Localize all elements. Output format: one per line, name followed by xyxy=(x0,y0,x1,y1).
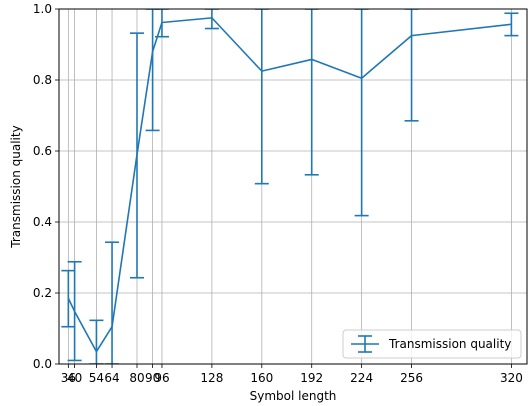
y-tick-label: 1.0 xyxy=(33,2,52,16)
legend: Transmission quality xyxy=(342,329,522,359)
error-bar xyxy=(504,12,519,37)
legend-errorbar-symbol xyxy=(351,335,379,353)
x-tick-label: 80 xyxy=(129,371,144,385)
x-tick-label: 192 xyxy=(300,371,323,385)
y-tick-label: 0.2 xyxy=(33,286,52,300)
error-bar xyxy=(61,269,76,328)
error-bar xyxy=(204,9,219,30)
error-bar xyxy=(254,9,269,185)
x-tick-label: 54 xyxy=(89,371,104,385)
x-tick-label: 40 xyxy=(67,371,82,385)
x-tick-label: 160 xyxy=(250,371,273,385)
error-bar xyxy=(354,9,369,217)
legend-label: Transmission quality xyxy=(388,337,511,351)
error-bar xyxy=(67,260,82,362)
y-tick-label: 0.4 xyxy=(33,215,52,229)
error-bar xyxy=(105,241,120,364)
error-bar xyxy=(304,9,319,176)
y-axis-label: Transmission quality xyxy=(9,125,23,248)
x-tick-label: 90 xyxy=(145,371,160,385)
x-tick-label: 96 xyxy=(154,371,169,385)
x-tick-label: 64 xyxy=(104,371,119,385)
plot-frame xyxy=(58,8,528,365)
error-bar xyxy=(404,9,419,122)
error-bar xyxy=(145,9,160,132)
error-bar xyxy=(89,319,104,364)
y-tick-label: 0.8 xyxy=(33,73,52,87)
error-bar xyxy=(154,9,169,38)
plot-area xyxy=(61,9,519,364)
y-tick-label: 0.0 xyxy=(33,357,52,371)
error-bar xyxy=(130,32,144,279)
x-tick-label: 128 xyxy=(200,371,223,385)
legend-box xyxy=(342,329,522,359)
x-tick-label: 36 xyxy=(61,371,76,385)
y-tick-label: 0.6 xyxy=(33,144,52,158)
x-tick-label: 256 xyxy=(400,371,423,385)
x-tick-label: 224 xyxy=(350,371,373,385)
x-axis-label: Symbol length xyxy=(250,389,337,403)
x-tick-label: 320 xyxy=(500,371,523,385)
